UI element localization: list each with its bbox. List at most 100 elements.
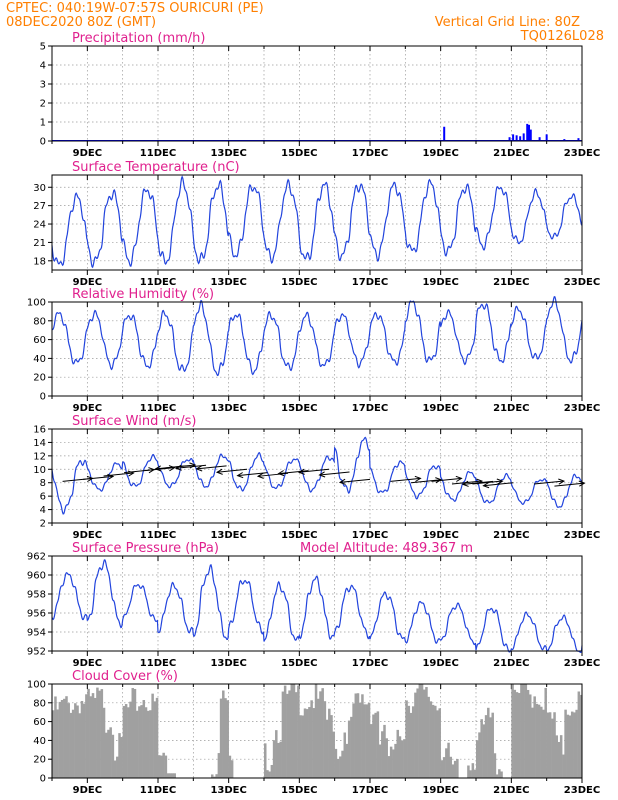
- x-tick-label: 15DEC: [281, 277, 317, 288]
- cloud-bar: [332, 731, 335, 778]
- y-tick-label: 1: [40, 118, 46, 129]
- cloud-bar: [564, 709, 567, 778]
- wind-arrow: [339, 478, 371, 483]
- x-tick-label: 21DEC: [493, 148, 529, 159]
- wind-arrowhead: [482, 482, 490, 489]
- cloud-bar: [105, 732, 108, 778]
- y-tick-label: 60: [33, 717, 46, 728]
- cloud-bar: [425, 687, 428, 778]
- y-tick-label: 960: [27, 571, 46, 582]
- y-ticks: 0 20 40 60 80 100: [27, 680, 52, 785]
- cloud-bar: [294, 692, 298, 778]
- series-precip: [52, 123, 582, 141]
- header-date: 08DEC2020 80Z (GMT): [6, 15, 156, 30]
- x-tick-label: 15DEC: [281, 403, 317, 414]
- cloud-bar: [526, 689, 530, 778]
- cloud-bar: [493, 753, 497, 778]
- cloud-bar: [107, 729, 110, 778]
- x-tick-label: 13DEC: [210, 530, 246, 541]
- cloud-bar: [548, 712, 552, 778]
- cloud-bar: [442, 757, 446, 778]
- cloud-bar: [222, 690, 225, 778]
- cloud-bar: [69, 712, 73, 778]
- cloud-bar: [78, 713, 82, 778]
- cloud-bar: [151, 693, 154, 778]
- cloud-bar: [495, 774, 499, 778]
- cloud-bar: [482, 724, 486, 778]
- cloud-bar: [438, 708, 441, 778]
- cloud-bar: [158, 755, 161, 778]
- cloud-bar: [370, 724, 373, 778]
- cloud-bar: [297, 685, 300, 778]
- wind-arrow: [257, 472, 289, 477]
- cloud-bar: [451, 764, 455, 778]
- cloud-bar: [138, 706, 141, 778]
- cloud-bar: [272, 740, 276, 778]
- cloud-bar: [80, 700, 84, 778]
- cloud-bar: [303, 708, 307, 778]
- x-tick-label: 15DEC: [281, 530, 317, 541]
- cloud-bar: [164, 755, 168, 778]
- cloud-bar: [135, 710, 139, 778]
- precip-bar: [522, 133, 525, 141]
- x-tick-label: 23DEC: [564, 658, 600, 669]
- cloud-bar: [387, 756, 391, 778]
- x-tick-label: 11DEC: [140, 658, 176, 669]
- panel-precip: Precipitation (mm/h) 0 1 2 3 4 5 9DEC 11DEC 13DEC…: [40, 31, 601, 159]
- cloud-bar: [449, 756, 453, 778]
- cloud-bar: [116, 756, 119, 778]
- panel-pres: Surface Pressure (hPa) Model Altitude: 48…: [27, 541, 600, 669]
- wind-arrowhead: [578, 480, 586, 487]
- cloud-bar: [91, 693, 95, 778]
- cloud-bar: [310, 700, 313, 778]
- cloud-bar: [409, 712, 413, 778]
- vertical-grid: [86, 46, 548, 141]
- cloud-bar: [286, 693, 289, 778]
- cloud-bar: [423, 689, 426, 778]
- panel-rh: Relative Humidity (%) 0 20 40 60 80 100 9DEC 11D…: [27, 287, 600, 414]
- cloud-bar: [60, 699, 64, 778]
- wind-arrowhead: [154, 465, 162, 472]
- x-tick-label: 23DEC: [564, 530, 600, 541]
- cloud-bar: [533, 696, 536, 778]
- y-ticks: 2 4 6 8 10 12 14 16: [33, 425, 52, 530]
- cloud-bar: [67, 703, 70, 778]
- x-tick-label: 23DEC: [564, 785, 600, 796]
- series-cloud: [52, 684, 583, 778]
- wind-arrowhead: [461, 480, 469, 487]
- cloud-bar: [334, 748, 338, 778]
- panel-title: Cloud Cover (%): [72, 669, 178, 684]
- wind-arrow: [451, 480, 483, 485]
- series-wind: [51, 436, 583, 515]
- cloud-bar: [290, 684, 294, 778]
- y-tick-label: 2: [40, 519, 46, 530]
- wind-arrow: [155, 465, 186, 470]
- series-line: [51, 175, 583, 269]
- cloud-bar: [568, 715, 572, 778]
- cloud-bar: [153, 701, 157, 778]
- y-tick-label: 100: [27, 298, 46, 309]
- y-tick-label: 0: [40, 137, 46, 148]
- cloud-bar: [383, 724, 386, 778]
- cloud-bar: [407, 705, 411, 778]
- cloud-bar: [389, 746, 393, 778]
- x-ticks: 9DEC 11DEC 13DEC 15DEC 17DEC 19DEC 21DEC 23DEC: [51, 684, 600, 796]
- header-grid-line: Vertical Grid Line: 80Z: [435, 15, 580, 30]
- x-tick-label: 17DEC: [352, 530, 388, 541]
- cloud-bar: [58, 701, 62, 778]
- cloud-bar: [517, 693, 521, 778]
- cloud-bar: [224, 698, 227, 778]
- cloud-bar: [268, 771, 271, 778]
- precip-bar: [545, 134, 548, 141]
- panel-temp: Surface Temperature (nC) 18 21 24 27 30 9DEC 11…: [33, 160, 600, 288]
- y-tick-label: 60: [33, 335, 46, 346]
- wind-arrow: [83, 475, 114, 480]
- cloud-bar: [111, 734, 115, 778]
- cloud-bar: [217, 753, 221, 778]
- cloud-bar: [363, 704, 366, 778]
- cloud-bar: [347, 720, 351, 778]
- cloud-bar: [146, 710, 150, 778]
- cloud-bar: [566, 714, 570, 778]
- precip-bar: [538, 137, 541, 141]
